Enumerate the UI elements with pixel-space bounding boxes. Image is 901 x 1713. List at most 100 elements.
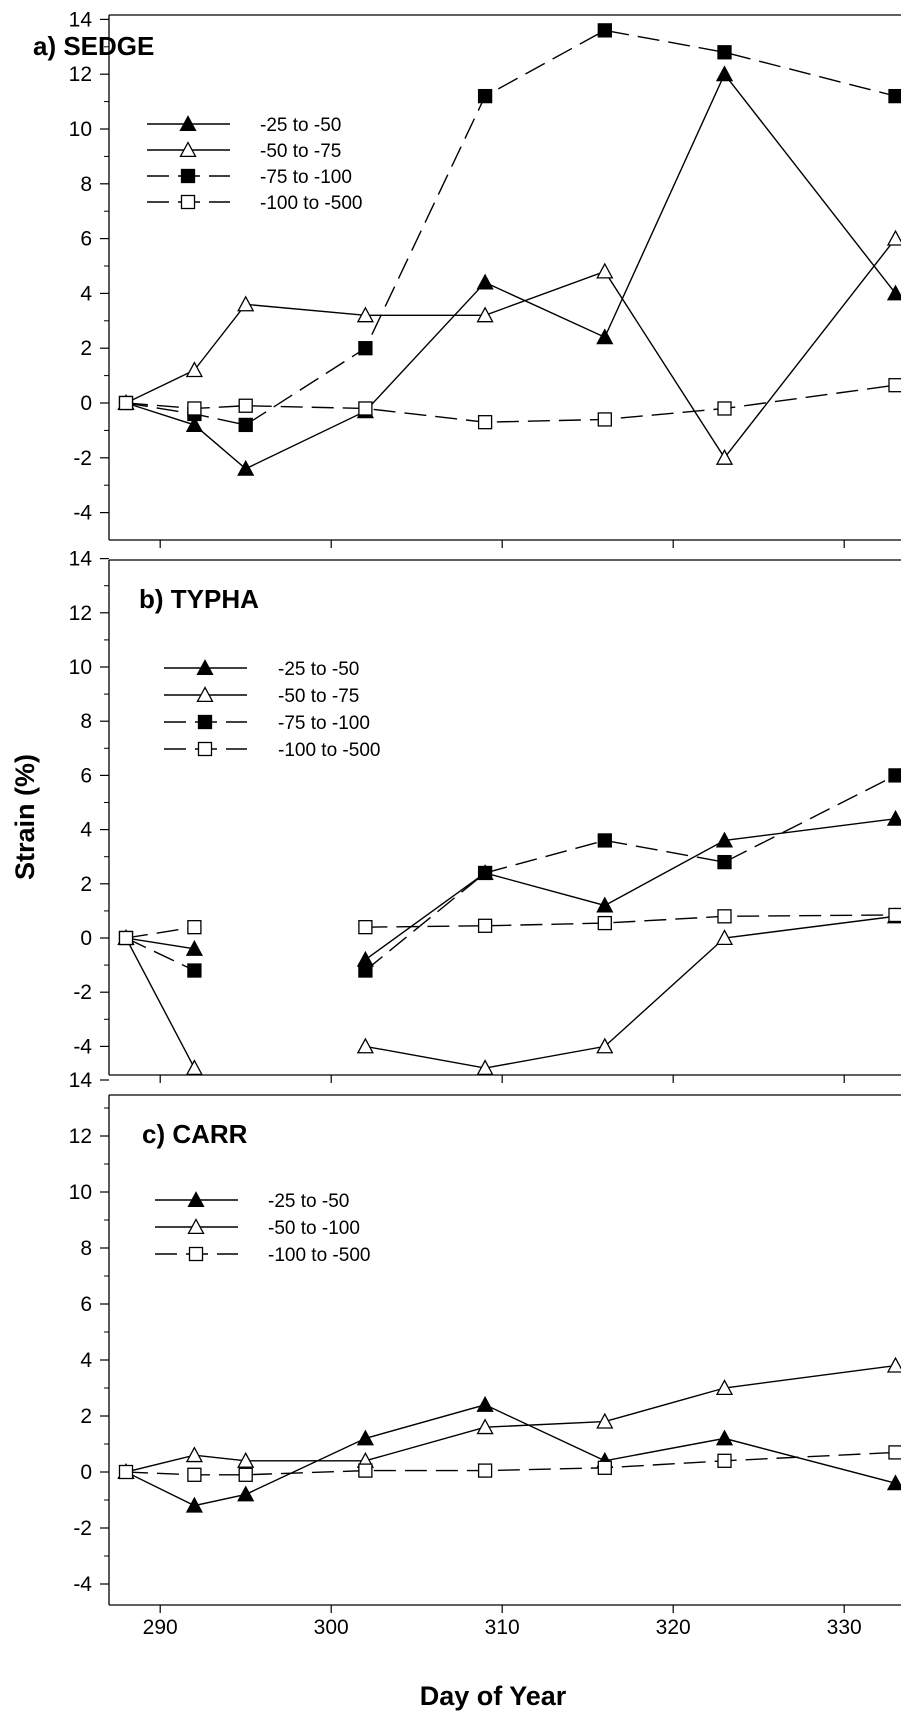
y-tick-label: 8 — [80, 1237, 92, 1260]
data-point — [238, 417, 253, 433]
legend-marker — [180, 168, 196, 184]
data-point — [597, 1460, 612, 1475]
panel-carr: 14 12 10 8 6 4 2 0 -2 -4 c) CARR -25 to -50 -50 to -… — [69, 1069, 901, 1613]
data-point — [888, 88, 901, 104]
series-line — [125, 926, 195, 939]
data-point — [886, 1474, 901, 1491]
y-tick-label: 4 — [80, 1349, 92, 1372]
data-point — [358, 401, 373, 416]
y-tick-label: 0 — [80, 1461, 92, 1484]
panel-sedge: 14 12 10 8 6 4 2 0 -2 -4 a) SEDGE -25 to -50 -50 to … — [33, 8, 901, 548]
x-tick-label: 300 — [314, 1616, 349, 1639]
data-point — [597, 915, 612, 931]
data-point — [715, 448, 734, 465]
data-point — [476, 1418, 494, 1435]
data-point — [596, 896, 614, 913]
data-point — [886, 809, 901, 826]
data-point — [596, 328, 614, 345]
data-point — [717, 909, 732, 924]
data-point — [187, 1467, 202, 1482]
y-tick-label: 4 — [80, 282, 92, 305]
x-tick-label: 310 — [485, 1616, 520, 1639]
legend-label: -100 to -500 — [278, 740, 380, 761]
legend-marker — [196, 686, 214, 703]
series-line — [125, 384, 896, 423]
legend-label: -50 to -75 — [278, 686, 359, 707]
data-point — [185, 1446, 203, 1463]
data-point — [888, 768, 901, 783]
y-tick-label: 14 — [69, 8, 93, 31]
legend-label: -50 to -75 — [260, 141, 341, 162]
y-tick-label: 2 — [80, 1405, 92, 1428]
series-line — [365, 914, 896, 928]
y-tick-label: 6 — [80, 764, 92, 787]
series-3 — [118, 378, 901, 430]
series-line — [364, 774, 896, 972]
series-1 — [117, 229, 901, 465]
series-1 — [117, 1356, 901, 1480]
data-point — [358, 920, 373, 935]
data-point — [886, 284, 901, 301]
data-point — [597, 23, 612, 38]
series-line — [125, 29, 896, 426]
x-tick-label: 290 — [143, 1616, 178, 1639]
data-point — [477, 865, 493, 881]
data-point — [717, 854, 732, 870]
series-3 — [118, 907, 901, 946]
data-point — [237, 1451, 255, 1468]
legend-marker — [196, 659, 214, 676]
data-point — [476, 273, 494, 290]
data-point — [358, 341, 373, 356]
data-point — [596, 262, 614, 279]
data-point — [596, 1037, 614, 1054]
y-tick-label: 10 — [69, 118, 92, 141]
legend-label: -75 to -100 — [260, 167, 352, 188]
y-axis-title: Strain (%) — [10, 754, 40, 880]
y-tick-label: -4 — [73, 502, 92, 525]
y-tick-label: -2 — [73, 1517, 92, 1540]
x-tick-label: 330 — [827, 1616, 862, 1639]
data-point — [888, 1445, 901, 1460]
panel-title: c) CARR — [142, 1119, 248, 1149]
legend-marker — [179, 115, 197, 132]
data-point — [118, 930, 134, 946]
series-line — [125, 1451, 896, 1476]
data-point — [187, 920, 202, 935]
y-tick-label: 4 — [80, 819, 92, 842]
series-line — [365, 915, 896, 1069]
series-0 — [117, 809, 901, 967]
y-tick-label: 8 — [80, 710, 92, 733]
data-point — [477, 1463, 493, 1478]
y-tick-label: 2 — [80, 873, 92, 896]
data-point — [185, 1496, 203, 1513]
y-tick-label: -2 — [73, 447, 92, 470]
y-tick-label: 0 — [80, 927, 92, 950]
data-point — [715, 65, 734, 82]
y-tick-label: 10 — [69, 1181, 92, 1204]
y-tick-label: 12 — [69, 602, 92, 625]
y-tick-label: 8 — [80, 173, 92, 196]
data-point — [596, 1412, 614, 1429]
y-tick-label: 10 — [69, 656, 92, 679]
data-point — [886, 229, 901, 246]
data-point — [356, 306, 374, 323]
data-point — [237, 295, 255, 312]
data-point — [717, 45, 732, 60]
legend-marker — [187, 1218, 205, 1235]
data-point — [888, 378, 901, 393]
data-point — [187, 401, 202, 416]
series-line — [125, 937, 195, 972]
data-point — [237, 459, 255, 476]
data-point — [477, 415, 493, 430]
data-point — [185, 1059, 203, 1076]
series-line — [125, 937, 195, 950]
data-point — [886, 1356, 901, 1373]
y-tick-label: 2 — [80, 337, 92, 360]
legend-marker — [179, 141, 197, 158]
series-0 — [117, 1395, 901, 1513]
data-point — [477, 918, 493, 933]
panel-typha: 14 12 10 8 6 4 2 0 -2 -4 b) TYPHA -25 to -50 -50 to … — [69, 548, 901, 1083]
data-point — [715, 1429, 734, 1446]
data-point — [185, 361, 203, 378]
data-point — [118, 1464, 134, 1480]
